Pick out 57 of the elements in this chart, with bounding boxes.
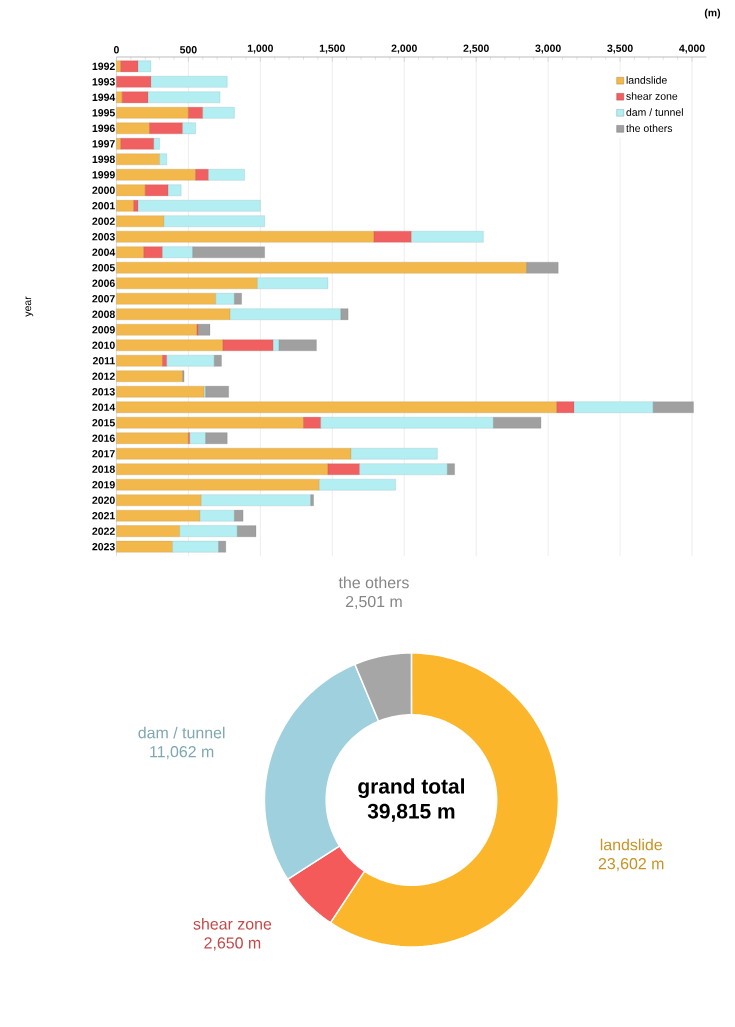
text: grand total [358,778,464,798]
y-tick-label: 2002 [92,217,115,225]
y-tick-label: 1997 [92,140,115,148]
y-tick-label: 2010 [92,341,115,349]
y-tick-label: 1996 [92,124,115,132]
text: 39,815 m [367,803,455,822]
y-tick-label: 2009 [92,326,115,334]
y-tick-label: 1992 [92,62,115,71]
x-tick-label: 3,000 [535,44,561,54]
data-label: 2,650 m [204,937,260,951]
y-axis-title: year [25,296,34,317]
y-tick-label: 1995 [92,109,115,117]
y-tick-label: 1998 [92,155,115,163]
y-tick-label: 2014 [92,403,115,411]
y-tick-label: 2006 [92,279,115,287]
y-tick-label: 1994 [92,93,115,101]
legend-label: shear zone [626,92,678,100]
x-tick-label: 2,500 [463,44,489,54]
y-tick-label: 2017 [92,450,115,458]
x-tick-label: 4,000 [678,44,705,54]
y-tick-label: 2007 [92,295,115,303]
data-label: 11,062 m [150,746,214,760]
y-tick-label: 2022 [92,527,115,535]
y-tick-label: 2020 [92,496,115,504]
x-tick-label: 1,000 [247,44,273,54]
y-tick-label: 2011 [92,357,115,365]
y-tick-label: 2008 [92,310,115,318]
x-tick-label: 0 [113,46,119,54]
y-tick-label: 2013 [92,388,115,396]
slice-label: shear zone [193,917,271,930]
y-tick-label: 2023 [92,543,115,551]
data-label: 2,501 m [345,595,402,610]
data-label: 23,602 m [598,858,664,872]
y-tick-label: 2004 [92,248,115,256]
slice-label: dam / tunnel [138,726,225,739]
slice-label: the others [338,576,409,589]
y-tick-label: 2018 [92,465,115,473]
y-tick-label: 1993 [92,78,115,86]
y-tick-label: 2003 [92,233,115,241]
legend-label: landslide [626,76,667,84]
text: (m) [704,8,720,19]
x-tick-label: 3,500 [607,44,633,54]
y-tick-label: 2005 [92,264,115,272]
y-tick-label: 2021 [92,512,115,520]
y-tick-label: 2019 [92,481,115,489]
y-tick-label: 1999 [92,171,115,179]
y-tick-label: 2012 [92,372,115,380]
y-tick-label: 2016 [92,434,115,442]
legend-label: dam / tunnel [626,108,683,116]
y-tick-label: 2001 [92,202,115,210]
x-tick-label: 2,000 [391,44,417,54]
x-tick-label: 500 [179,46,197,54]
y-tick-label: 2015 [92,419,115,427]
slice-label: landslide [600,838,662,851]
legend-label: the others [625,124,672,133]
y-tick-label: 2000 [92,186,115,194]
x-tick-label: 1,500 [319,44,345,54]
